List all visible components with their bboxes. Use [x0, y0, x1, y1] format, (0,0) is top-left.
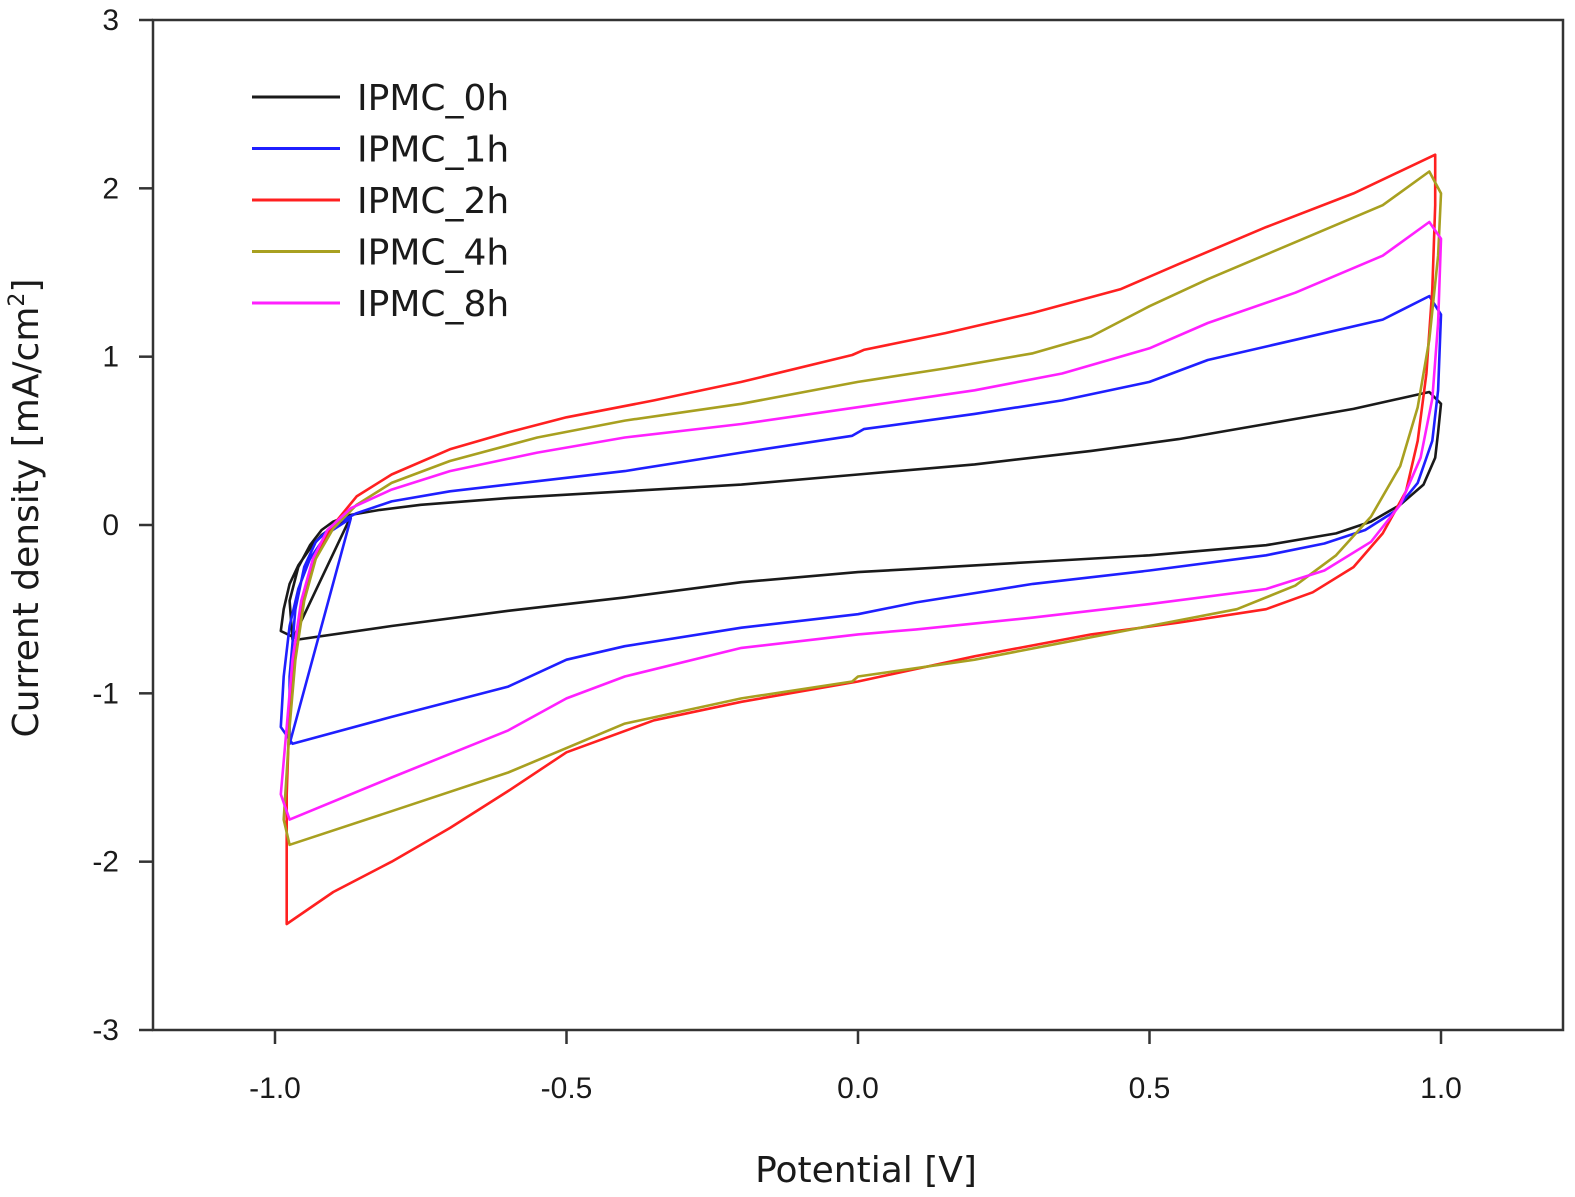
series-ipmc-2h: [285, 153, 1437, 926]
y-axis-title-end: ]: [6, 279, 47, 293]
legend-label: IPMC_1h: [357, 130, 509, 171]
x-axis-title: Potential [V]: [755, 1150, 977, 1191]
series-ipmc-8h: [279, 220, 1443, 821]
y-tick-label: -3: [92, 1014, 119, 1047]
y-axis-title-sup: 2: [5, 293, 30, 307]
x-tick-label: 0.5: [1129, 1072, 1171, 1105]
series-ipmc-4h: [282, 170, 1443, 847]
x-tick-label: -1.0: [249, 1072, 301, 1105]
series-layer: [279, 153, 1443, 926]
x-tick-label: 0.0: [837, 1072, 879, 1105]
x-tick-label: -0.5: [541, 1072, 593, 1105]
y-tick-label: 3: [102, 4, 119, 37]
y-tick-label: -1: [92, 677, 119, 710]
y-tick-label: -2: [92, 846, 119, 879]
y-axis-title-main: Current density [mA/cm: [6, 307, 47, 738]
legend-label: IPMC_4h: [357, 233, 509, 274]
y-tick-label: 1: [102, 341, 119, 374]
y-axis: 3 2 1 0 -1 -2 -3: [92, 4, 153, 1047]
x-tick-label: 1.0: [1420, 1072, 1462, 1105]
legend: IPMC_0h IPMC_1h IPMC_2h IPMC_4h IPMC_8h: [252, 78, 509, 325]
legend-label: IPMC_2h: [357, 181, 509, 222]
series-ipmc-0h: [279, 390, 1443, 641]
x-axis: -1.0 -0.5 0.0 0.5 1.0: [249, 1030, 1462, 1105]
legend-label: IPMC_8h: [357, 284, 509, 325]
y-axis-title: Current density [mA/cm2]: [5, 279, 47, 738]
y-tick-label: 0: [102, 509, 119, 542]
plot-frame: [151, 18, 1565, 1032]
legend-label: IPMC_0h: [357, 78, 509, 119]
y-tick-label: 2: [102, 172, 119, 205]
